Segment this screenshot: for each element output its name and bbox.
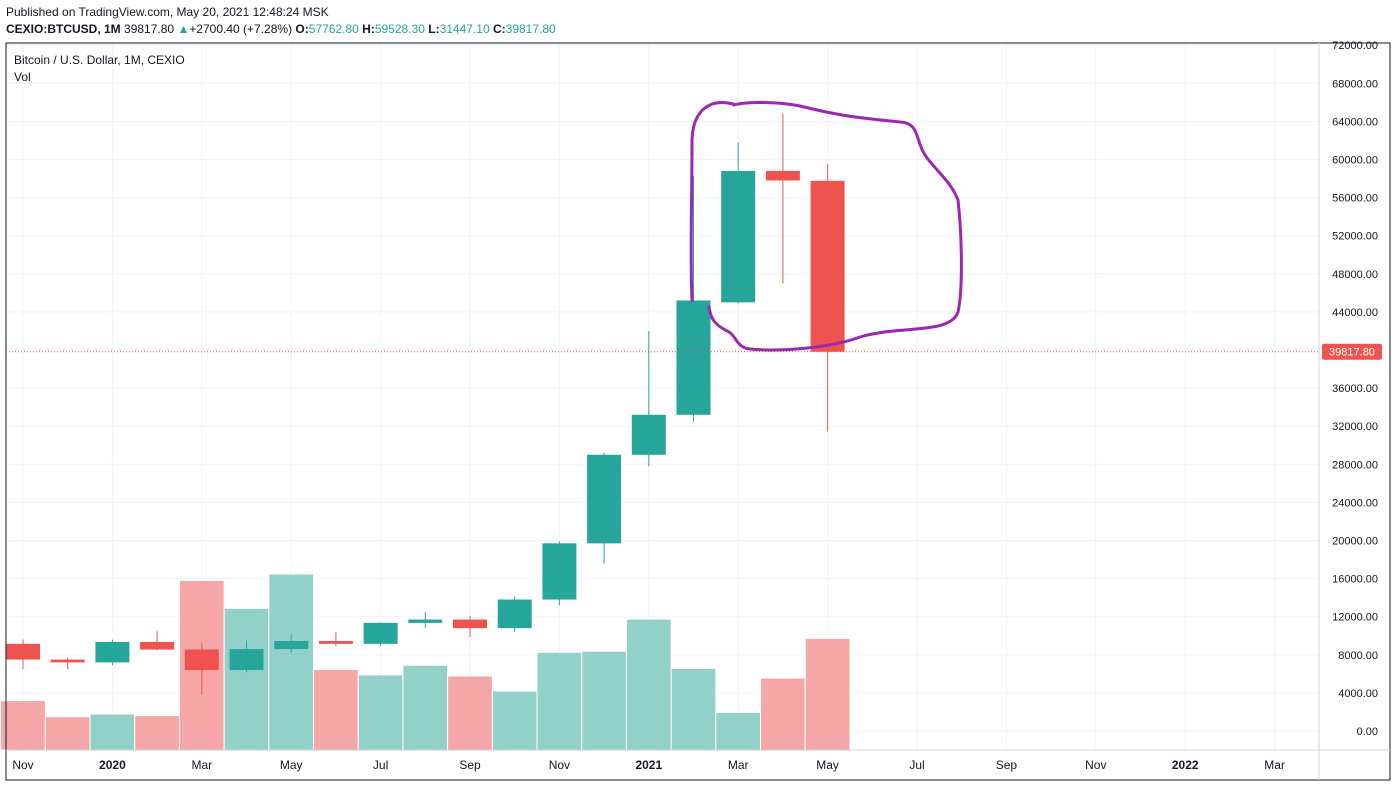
volume-bar [44, 716, 91, 751]
published-line: Published on TradingView.com, May 20, 20… [6, 5, 329, 19]
y-tick-label: 60000.00 [1332, 155, 1378, 167]
chart-frame [5, 42, 1391, 781]
x-tick-label: Nov [12, 758, 33, 772]
symbol-label: CEXIO:BTCUSD, 1M [6, 22, 121, 36]
x-tick-label: Mar [191, 758, 212, 772]
x-tick-label: May [280, 758, 303, 772]
volume-bars [0, 573, 851, 751]
x-tick-label: Nov [1085, 758, 1106, 772]
candle-body [676, 300, 711, 415]
change-value: +2700.40 (+7.28%) [189, 22, 293, 36]
x-tick-label: Nov [549, 758, 570, 772]
x-tick-label: 2020 [99, 758, 126, 772]
last-price-label: 39817.80 [1329, 347, 1375, 359]
candle-body [363, 622, 398, 644]
y-tick-label: 32000.00 [1332, 421, 1378, 433]
low-value: 31447.10 [439, 22, 490, 36]
volume-bar [89, 713, 136, 751]
volume-bar [715, 711, 762, 751]
low-label: L: [428, 22, 440, 36]
y-tick-label: 64000.00 [1332, 116, 1378, 128]
y-tick-label: 12000.00 [1332, 612, 1378, 624]
volume-bar [0, 700, 46, 751]
open-label: O: [295, 22, 309, 36]
x-tick-label: 2021 [635, 758, 662, 772]
y-tick-label: 36000.00 [1332, 383, 1378, 395]
high-label: H: [362, 22, 375, 36]
close-value: 39817.80 [505, 22, 556, 36]
last-price-badge: 39817.80 [1322, 343, 1382, 360]
candle-body [6, 643, 40, 660]
last-price: 39817.80 [124, 22, 175, 36]
y-tick-label: 72000.00 [1332, 40, 1378, 52]
y-tick-label: 52000.00 [1332, 231, 1378, 243]
volume-bar [536, 651, 583, 751]
candle-body [587, 454, 622, 544]
y-tick-label: 48000.00 [1332, 269, 1378, 281]
x-tick-label: Mar [1264, 758, 1285, 772]
close-label: C: [492, 22, 506, 36]
volume-bar [804, 637, 851, 751]
candle-body [95, 641, 130, 663]
volume-bar [134, 715, 180, 751]
y-tick-label: 56000.00 [1332, 193, 1378, 205]
x-tick-label: Jul [909, 758, 924, 772]
volume-bar [670, 667, 717, 751]
volume-bar [491, 690, 538, 751]
volume-bar [625, 618, 672, 751]
x-tick-label: Mar [728, 758, 749, 772]
candle-body [453, 619, 487, 629]
volume-bar [581, 650, 627, 751]
candle-body [631, 414, 666, 455]
ohlc-line: CEXIO:BTCUSD, 1M 39817.80 ▲+2700.40 (+7.… [6, 22, 556, 36]
y-tick-label: 28000.00 [1332, 459, 1378, 471]
y-tick-label: 8000.00 [1338, 650, 1378, 662]
chart-legend-title: Bitcoin / U.S. Dollar, 1M, CEXIO [14, 53, 185, 67]
up-arrow-icon: ▲ [177, 22, 190, 36]
annotation-circle [689, 100, 963, 352]
volume-bar [223, 607, 270, 751]
volume-bar [357, 674, 404, 751]
x-tick-label: Sep [996, 758, 1018, 772]
volume-bar [447, 675, 493, 751]
y-tick-label: 16000.00 [1332, 574, 1378, 586]
candle-body [140, 641, 175, 650]
candle-body [274, 640, 309, 650]
y-tick-label: 0.00 [1357, 726, 1378, 738]
high-value: 59528.30 [374, 22, 425, 36]
y-tick-label: 44000.00 [1332, 307, 1378, 319]
price-axis[interactable]: 0.00 4000.00 8000.00 12000.00 16000.00 20000.… [1332, 40, 1378, 738]
candle-body [765, 170, 800, 181]
volume-bar [760, 677, 806, 751]
candle-body [408, 619, 443, 623]
time-axis[interactable]: Nov 2020 Mar May Jul Sep Nov 2021 Mar May Jul Sep No… [12, 758, 1285, 772]
candle-body [542, 543, 577, 600]
candle-body [229, 649, 264, 671]
candle-body [50, 659, 85, 663]
x-tick-label: Jul [373, 758, 388, 772]
grid [6, 44, 1319, 750]
candle-body [721, 170, 756, 303]
candle-body [318, 640, 353, 644]
candle-body [184, 649, 219, 671]
x-tick-label: Sep [459, 758, 481, 772]
volume-bar [313, 669, 359, 751]
chart-legend-volume: Vol [14, 70, 31, 84]
volume-bar [268, 573, 315, 751]
candle-body [810, 180, 845, 352]
x-tick-label: 2022 [1172, 758, 1199, 772]
candles [6, 113, 845, 695]
x-tick-label: May [816, 758, 839, 772]
y-tick-label: 68000.00 [1332, 78, 1378, 90]
candle-body [497, 599, 532, 629]
y-tick-label: 20000.00 [1332, 536, 1378, 548]
open-value: 57762.80 [308, 22, 359, 36]
y-tick-label: 4000.00 [1338, 688, 1378, 700]
volume-bar [402, 664, 449, 751]
y-tick-label: 24000.00 [1332, 497, 1378, 509]
